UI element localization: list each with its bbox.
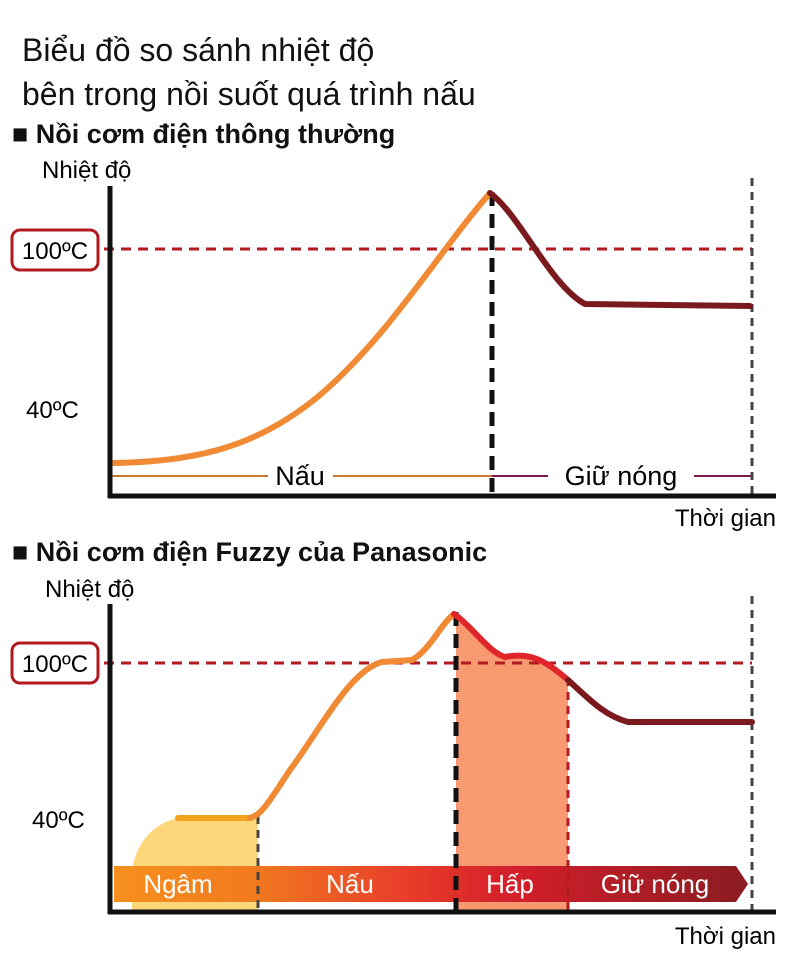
chart1-curve-warming <box>487 190 753 309</box>
chart2-phase-label-cook: Nấu <box>326 869 374 899</box>
main-title-line1: Biểu đồ so sánh nhiệt độ <box>22 32 375 68</box>
chart2: Nhiệt độ 100ºC 40ºC Ngâm Nấu Hấp Giữ nón… <box>10 576 776 950</box>
chart1-phase-label-cook: Nấu <box>275 461 325 491</box>
chart2-100-box <box>10 641 100 685</box>
chart1-100-box <box>10 228 100 272</box>
chart1-ytick-40: 40ºC <box>26 397 79 424</box>
chart2-curve-cooking <box>247 611 457 821</box>
chart2-steam-area <box>456 616 568 912</box>
chart1-curve-cooking <box>109 190 493 466</box>
chart2-xlabel: Thời gian <box>675 923 776 950</box>
chart2-curve-warming <box>565 677 755 725</box>
chart2-phase-label-warm: Giữ nóng <box>601 869 709 899</box>
chart2-phase-label-soak: Ngâm <box>143 869 212 899</box>
chart1-ytick-100: 100ºC <box>22 238 88 265</box>
chart2-title: ■ Nồi cơm điện Fuzzy của Panasonic <box>12 537 488 567</box>
chart1-title: ■ Nồi cơm điện thông thường <box>12 119 396 149</box>
chart2-ylabel: Nhiệt độ <box>45 576 134 603</box>
chart2-ytick-100: 100ºC <box>22 651 88 678</box>
chart1-phase-label-warm: Giữ nóng <box>565 461 678 491</box>
chart1-xlabel: Thời gian <box>675 505 776 532</box>
chart2-ytick-40: 40ºC <box>32 807 85 834</box>
chart1-ylabel: Nhiệt độ <box>42 157 131 184</box>
chart2-curve-steaming <box>451 611 571 683</box>
main-title-line2: bên trong nồi suốt quá trình nấu <box>22 76 476 112</box>
chart2-phase-label-steam: Hấp <box>486 869 534 899</box>
chart2-phase-bar <box>114 866 748 902</box>
chart1: Nhiệt độ 100ºC 40ºC Nấu Giữ nóng Thời gi… <box>10 157 776 532</box>
